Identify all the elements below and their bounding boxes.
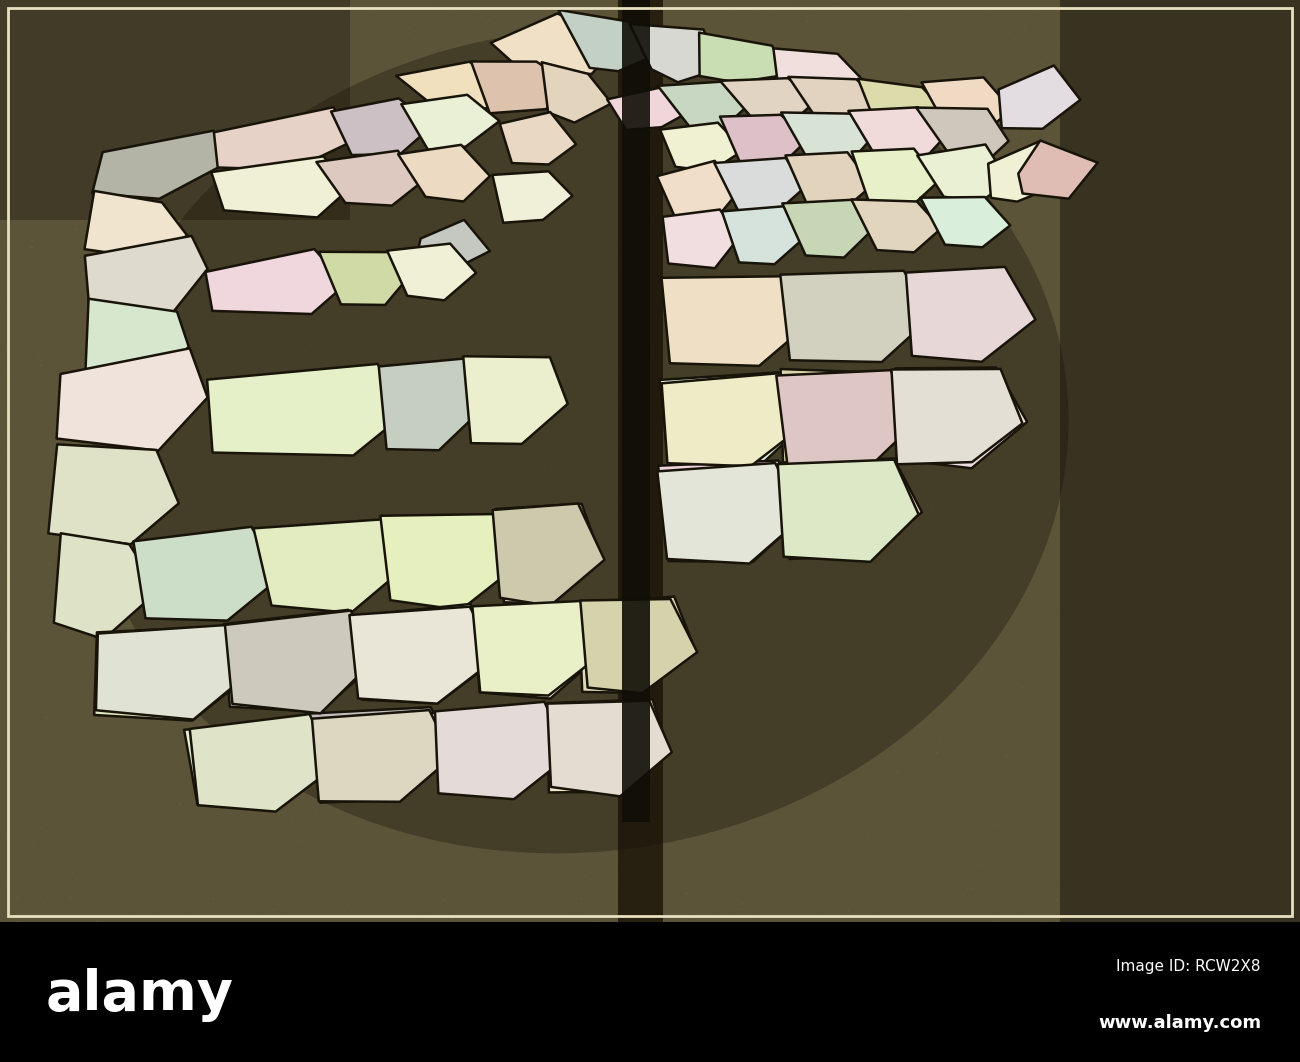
Polygon shape [96, 626, 248, 720]
Bar [0, 0, 350, 221]
Polygon shape [491, 14, 623, 74]
Polygon shape [920, 198, 1010, 247]
Polygon shape [658, 463, 802, 564]
Polygon shape [780, 271, 931, 362]
Polygon shape [542, 63, 612, 122]
Polygon shape [350, 606, 497, 704]
Ellipse shape [91, 29, 1069, 854]
Polygon shape [207, 364, 408, 456]
Polygon shape [785, 152, 872, 208]
Polygon shape [57, 348, 208, 450]
Polygon shape [659, 373, 802, 473]
Polygon shape [381, 514, 521, 610]
Polygon shape [53, 533, 159, 639]
Polygon shape [656, 160, 737, 220]
Polygon shape [1018, 140, 1097, 199]
Polygon shape [896, 367, 1027, 468]
Polygon shape [776, 371, 915, 468]
Polygon shape [185, 720, 329, 806]
Polygon shape [629, 24, 719, 82]
Polygon shape [699, 33, 788, 83]
Polygon shape [415, 220, 490, 273]
Polygon shape [662, 276, 811, 366]
Polygon shape [780, 370, 918, 467]
Polygon shape [658, 82, 747, 130]
Polygon shape [852, 149, 940, 208]
Polygon shape [472, 603, 601, 699]
Bar [621, 0, 650, 822]
Polygon shape [988, 141, 1062, 202]
Polygon shape [607, 87, 693, 130]
Polygon shape [547, 701, 672, 796]
Polygon shape [559, 10, 660, 71]
Polygon shape [254, 519, 407, 613]
Bar [618, 0, 663, 922]
Polygon shape [777, 460, 919, 562]
Text: Image ID: RCW2X8: Image ID: RCW2X8 [1117, 959, 1261, 974]
Polygon shape [499, 113, 576, 165]
Polygon shape [316, 151, 420, 206]
Polygon shape [858, 79, 952, 137]
Polygon shape [86, 298, 188, 381]
Polygon shape [493, 503, 604, 606]
Polygon shape [916, 107, 1009, 162]
Polygon shape [660, 123, 744, 171]
Polygon shape [307, 707, 454, 803]
Polygon shape [852, 200, 941, 253]
Polygon shape [922, 78, 1011, 138]
Polygon shape [205, 250, 346, 314]
Polygon shape [190, 714, 334, 811]
Polygon shape [84, 236, 208, 314]
Polygon shape [497, 503, 602, 603]
Polygon shape [849, 107, 941, 165]
Polygon shape [774, 49, 868, 98]
Polygon shape [722, 206, 807, 264]
Polygon shape [225, 611, 369, 714]
Polygon shape [48, 444, 179, 545]
Polygon shape [332, 99, 433, 155]
Polygon shape [662, 373, 805, 466]
Polygon shape [432, 703, 569, 794]
Polygon shape [92, 131, 217, 199]
Polygon shape [547, 700, 668, 792]
Polygon shape [781, 459, 922, 559]
Polygon shape [493, 171, 572, 223]
Polygon shape [781, 113, 872, 167]
Polygon shape [463, 356, 568, 444]
Polygon shape [312, 710, 452, 802]
Bar [1060, 0, 1300, 922]
Polygon shape [134, 527, 281, 620]
Polygon shape [783, 200, 874, 258]
Polygon shape [663, 209, 740, 269]
Polygon shape [580, 599, 697, 693]
Polygon shape [378, 359, 489, 450]
Text: alamy: alamy [46, 967, 234, 1022]
Polygon shape [720, 115, 809, 170]
Polygon shape [224, 610, 370, 712]
Polygon shape [387, 243, 476, 301]
Polygon shape [318, 252, 411, 305]
Polygon shape [209, 107, 354, 170]
Text: www.alamy.com: www.alamy.com [1098, 1014, 1261, 1032]
Polygon shape [578, 597, 696, 692]
Polygon shape [714, 158, 805, 212]
Polygon shape [720, 79, 819, 125]
Polygon shape [84, 191, 187, 257]
Polygon shape [892, 369, 1023, 464]
Polygon shape [402, 95, 499, 150]
Polygon shape [212, 156, 348, 218]
Polygon shape [998, 66, 1080, 129]
Polygon shape [398, 144, 490, 202]
Polygon shape [94, 627, 251, 721]
Polygon shape [906, 267, 1036, 362]
Polygon shape [396, 62, 506, 112]
Polygon shape [436, 702, 569, 800]
Polygon shape [918, 144, 1009, 202]
Polygon shape [788, 76, 894, 129]
Polygon shape [346, 604, 493, 703]
Polygon shape [471, 62, 568, 114]
Polygon shape [658, 461, 806, 562]
Polygon shape [472, 601, 602, 696]
